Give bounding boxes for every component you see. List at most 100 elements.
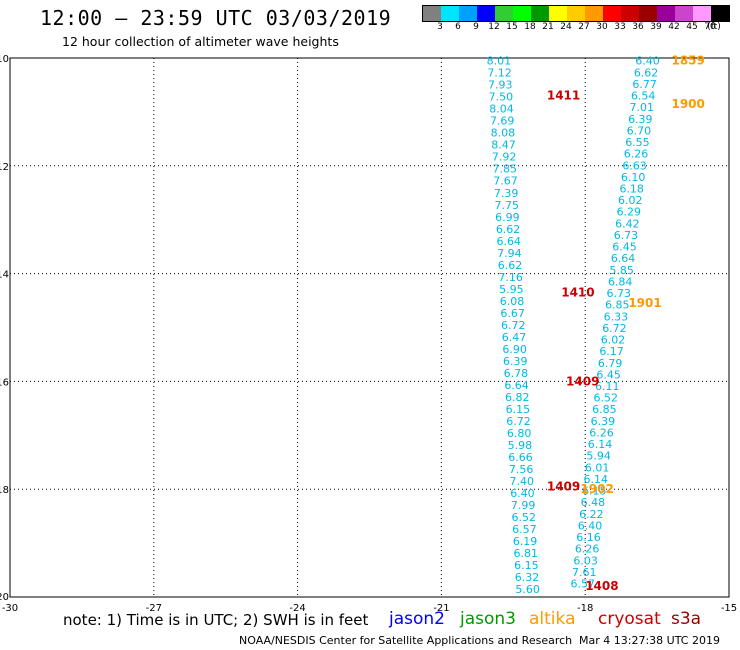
wave-height-label: 6.63 (622, 159, 647, 172)
wave-height-label: 6.55 (625, 136, 650, 149)
colorbar-swatch (531, 6, 549, 21)
wave-height-label: 6.62 (498, 259, 523, 272)
wave-height-label: 7.69 (490, 115, 515, 128)
wave-height-label: 6.64 (496, 235, 521, 248)
wave-height-label: 6.45 (612, 241, 637, 254)
x-tick-label: -18 (577, 603, 593, 614)
wave-height-label: 6.40 (510, 487, 535, 500)
wave-height-label: 7.75 (495, 199, 520, 212)
wave-height-label: 6.39 (628, 113, 653, 126)
x-tick-label: -21 (433, 603, 449, 614)
wave-height-label: 6.84 (608, 275, 633, 288)
colorbar-label: 36 (632, 22, 644, 32)
page-title: 12:00 – 23:59 UTC 03/03/2019 (40, 6, 392, 30)
colorbar-swatch (603, 6, 621, 21)
note-text: note: 1) Time is in UTC; 2) SWH is in fe… (63, 611, 369, 629)
wave-height-label: 6.81 (513, 547, 538, 560)
colorbar-label: 42 (668, 22, 680, 32)
colorbar-label: (ft) (707, 22, 721, 32)
wave-height-label: 7.16 (498, 271, 523, 284)
colorbar-swatch (549, 6, 567, 21)
wave-height-label: 6.52 (512, 511, 537, 524)
plot-frame (9, 57, 730, 598)
satellite-legend-cryosat: cryosat (598, 609, 661, 629)
wave-height-label: 6.54 (631, 90, 656, 103)
wave-height-label: 7.93 (488, 79, 513, 92)
wave-height-label: 5.95 (499, 283, 524, 296)
satellite-legend-jason3: jason3 (460, 609, 516, 629)
wave-height-label: 6.80 (507, 427, 532, 440)
colorbar-swatch (693, 6, 711, 21)
wave-height-label: 6.42 (615, 217, 640, 230)
footer-credit: NOAA/NESDIS Center for Satellite Applica… (239, 634, 573, 647)
wave-height-label: 6.40 (578, 519, 603, 532)
wave-height-label: 7.56 (509, 463, 534, 476)
wave-height-label: 6.03 (573, 554, 598, 567)
wave-height-label: 6.26 (589, 426, 614, 439)
wave-height-label: 6.67 (500, 307, 525, 320)
page-subtitle: 12 hour collection of altimeter wave hei… (62, 34, 339, 49)
colorbar-swatch (639, 6, 657, 21)
colorbar-label: 18 (524, 22, 536, 32)
time-label: 1410 (561, 285, 594, 299)
wave-height-label: 6.14 (588, 438, 613, 451)
time-label: 1409 (547, 480, 580, 494)
wave-height-label: 7.40 (510, 475, 535, 488)
footer-date: Mar 4 13:27:38 UTC 2019 (579, 634, 720, 647)
colorbar-label: 24 (560, 22, 572, 32)
wave-height-label: 6.47 (502, 331, 527, 344)
colorbar (422, 5, 730, 22)
wave-height-label: 7.94 (497, 247, 522, 260)
colorbar-label: 39 (650, 22, 662, 32)
wave-height-label: 6.39 (591, 415, 616, 428)
colorbar-label: 45 (686, 22, 698, 32)
wave-height-label: 5.94 (586, 450, 611, 463)
colorbar-swatch (567, 6, 585, 21)
wave-height-label: 6.19 (513, 535, 538, 548)
wave-height-label: 6.02 (618, 194, 643, 207)
wave-height-label: 5.98 (508, 439, 533, 452)
colorbar-swatch (675, 6, 693, 21)
colorbar-label: 30 (596, 22, 608, 32)
wave-height-label: 6.82 (505, 391, 530, 404)
y-tick-label: -12 (0, 162, 9, 173)
y-tick-label: -10 (0, 54, 9, 65)
wave-height-label: 6.70 (627, 124, 652, 137)
wave-height-label: 6.64 (504, 379, 529, 392)
wave-height-label: 8.04 (489, 103, 514, 116)
wave-height-label: 6.77 (632, 78, 657, 91)
wave-height-label: 6.15 (514, 559, 539, 572)
x-tick-label: -30 (2, 603, 18, 614)
wave-height-label: 6.90 (502, 343, 527, 356)
colorbar-label: 33 (614, 22, 626, 32)
colorbar-swatch (657, 6, 675, 21)
wave-height-label: 6.15 (582, 485, 607, 498)
wave-height-label: 8.01 (487, 55, 512, 68)
wave-height-label: 6.66 (508, 451, 533, 464)
wave-height-label: 6.40 (635, 55, 660, 68)
wave-height-label: 6.62 (634, 66, 659, 79)
wave-height-label: 6.57 (512, 523, 537, 536)
colorbar-label: 27 (578, 22, 590, 32)
wave-height-label: 5.60 (515, 583, 540, 596)
wave-height-label: 7.01 (630, 101, 655, 114)
wave-height-label: 6.72 (501, 319, 526, 332)
time-label: 1902 (580, 482, 613, 496)
time-label: 1411 (547, 89, 580, 103)
wave-height-label: 6.26 (575, 543, 600, 556)
wave-height-label: 6.22 (579, 508, 604, 521)
colorbar-label: 9 (473, 22, 479, 32)
wave-height-label: 8.47 (491, 139, 516, 152)
wave-height-label: 6.08 (500, 295, 525, 308)
wave-height-label: 6.26 (624, 148, 649, 161)
y-tick-label: -20 (0, 592, 9, 603)
wave-height-label: 7.50 (489, 91, 514, 104)
wave-height-label: 6.72 (506, 415, 531, 428)
wave-height-label: 6.16 (576, 531, 601, 544)
wave-height-label: 6.85 (592, 403, 617, 416)
colorbar-swatch (711, 6, 729, 21)
colorbar-swatch (423, 6, 441, 21)
satellite-legend-jason2: jason2 (389, 609, 445, 629)
x-tick-label: -27 (146, 603, 162, 614)
colorbar-label: 70 (704, 22, 716, 32)
